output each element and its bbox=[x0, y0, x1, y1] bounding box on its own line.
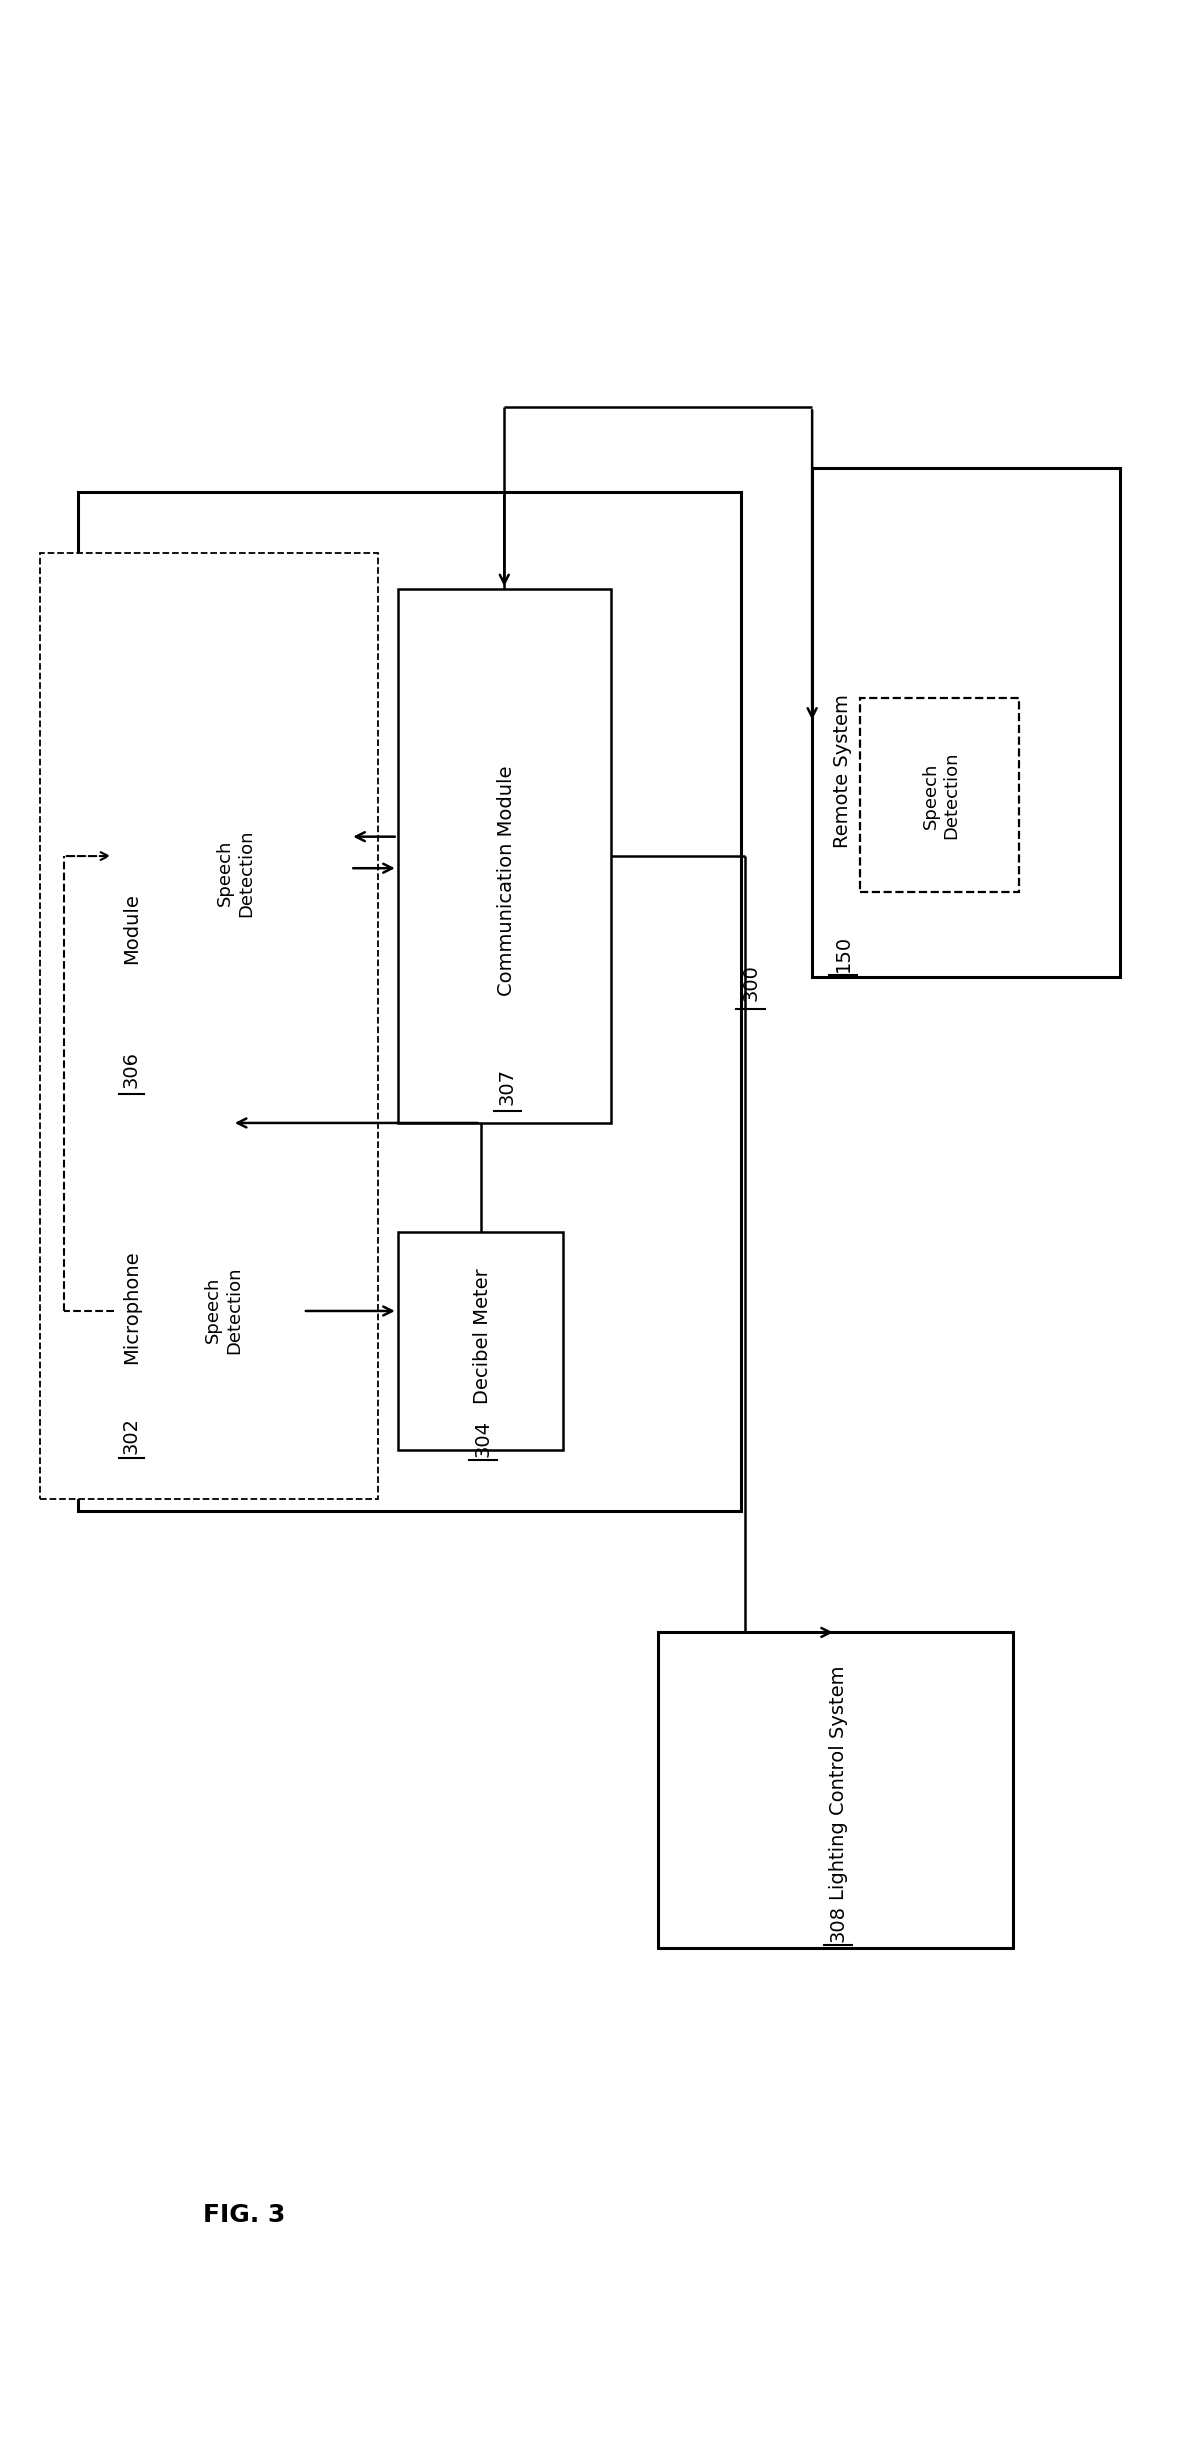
Bar bbox=[40, 554, 377, 1498]
Bar bbox=[812, 468, 1120, 978]
Text: Microphone: Microphone bbox=[122, 1252, 141, 1364]
Text: 302: 302 bbox=[122, 1418, 141, 1454]
Bar bbox=[78, 493, 742, 1510]
Text: Remote System: Remote System bbox=[834, 695, 853, 849]
Text: 306: 306 bbox=[122, 1052, 141, 1088]
Text: Speech
Detection: Speech Detection bbox=[216, 830, 255, 917]
Text: 304: 304 bbox=[473, 1420, 492, 1457]
Text: 307: 307 bbox=[497, 1069, 516, 1105]
Text: Module: Module bbox=[122, 893, 141, 964]
Bar bbox=[143, 1220, 303, 1403]
Bar bbox=[114, 588, 350, 1122]
Text: Speech
Detection: Speech Detection bbox=[921, 752, 961, 839]
Text: Lighting Control System: Lighting Control System bbox=[829, 1667, 848, 1901]
Text: Decibel Meter: Decibel Meter bbox=[473, 1269, 492, 1405]
Text: Communication Module: Communication Module bbox=[497, 766, 516, 996]
Bar bbox=[398, 588, 611, 1122]
Bar bbox=[658, 1632, 1014, 1947]
Text: 300: 300 bbox=[742, 964, 760, 1000]
Text: Speech
Detection: Speech Detection bbox=[204, 1266, 243, 1354]
Bar bbox=[398, 1232, 563, 1449]
Bar bbox=[859, 698, 1019, 893]
Bar bbox=[114, 1171, 350, 1449]
Text: 150: 150 bbox=[834, 935, 853, 971]
Text: FIG. 3: FIG. 3 bbox=[202, 2203, 285, 2228]
Bar bbox=[155, 771, 315, 978]
Text: 308: 308 bbox=[829, 1906, 848, 1942]
